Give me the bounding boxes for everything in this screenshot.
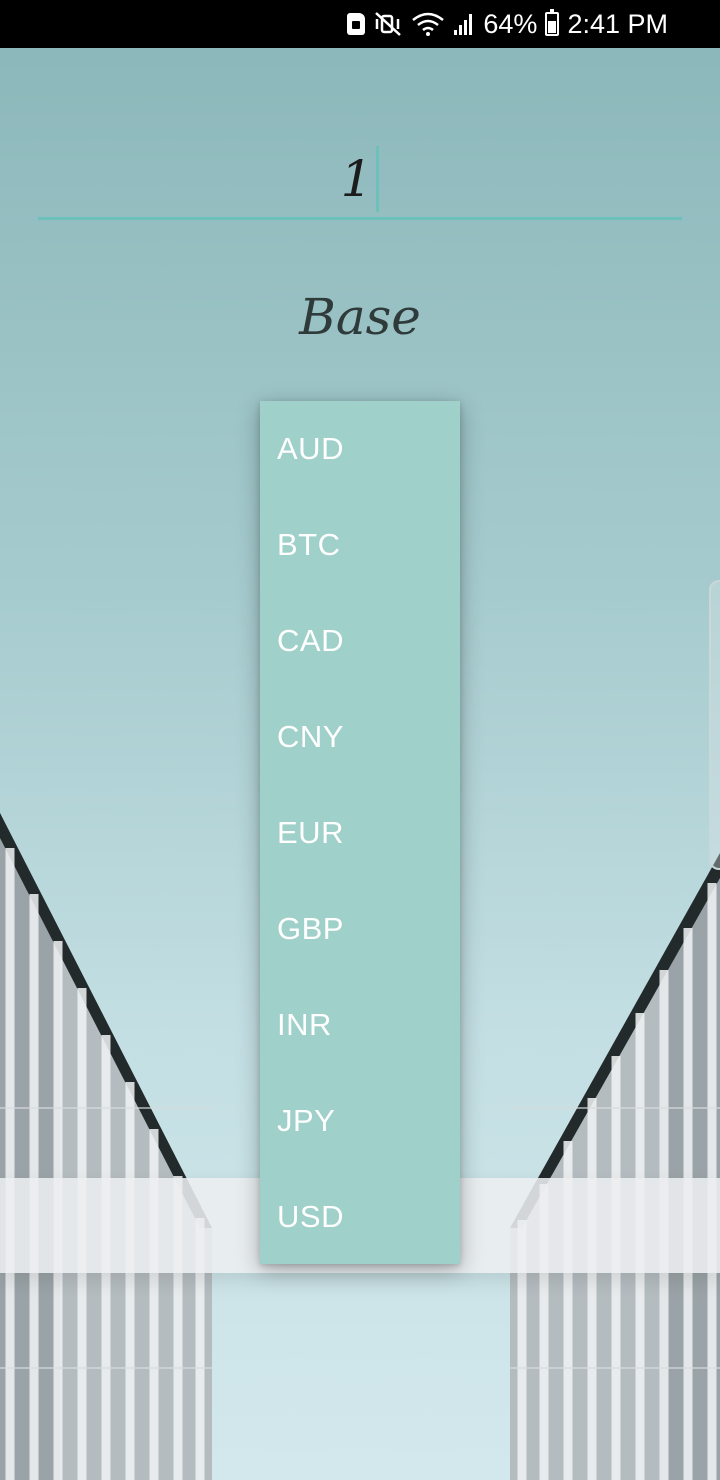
status-bar: 64% 2:41 PM <box>0 0 720 48</box>
currency-option-usd[interactable]: USD <box>277 1199 344 1234</box>
amount-input[interactable]: 1 <box>38 140 682 220</box>
amount-value: 1 <box>340 149 373 208</box>
mute-vibrate-icon <box>375 12 402 36</box>
sim-card-icon <box>347 13 366 35</box>
text-cursor <box>376 145 380 212</box>
clock: 2:41 PM <box>567 8 668 39</box>
currency-option-cny[interactable]: CNY <box>277 719 344 754</box>
currency-option-gbp[interactable]: GBP <box>277 911 344 946</box>
wifi-icon <box>412 12 445 36</box>
base-label: Base <box>299 288 421 346</box>
battery-charging-icon <box>545 9 560 36</box>
currency-option-cad[interactable]: CAD <box>277 623 344 658</box>
currency-option-inr[interactable]: INR <box>277 1007 332 1042</box>
currency-option-btc[interactable]: BTC <box>277 527 341 562</box>
edge-panel-handle[interactable] <box>709 580 720 870</box>
currency-option-aud[interactable]: AUD <box>277 431 344 466</box>
battery-percent: 64% <box>483 8 538 39</box>
base-currency-dropdown: AUD BTC CAD CNY EUR GBP INR JPY USD <box>260 401 460 1264</box>
signal-icon <box>454 14 473 35</box>
currency-option-eur[interactable]: EUR <box>277 815 344 850</box>
currency-option-jpy[interactable]: JPY <box>277 1103 336 1138</box>
